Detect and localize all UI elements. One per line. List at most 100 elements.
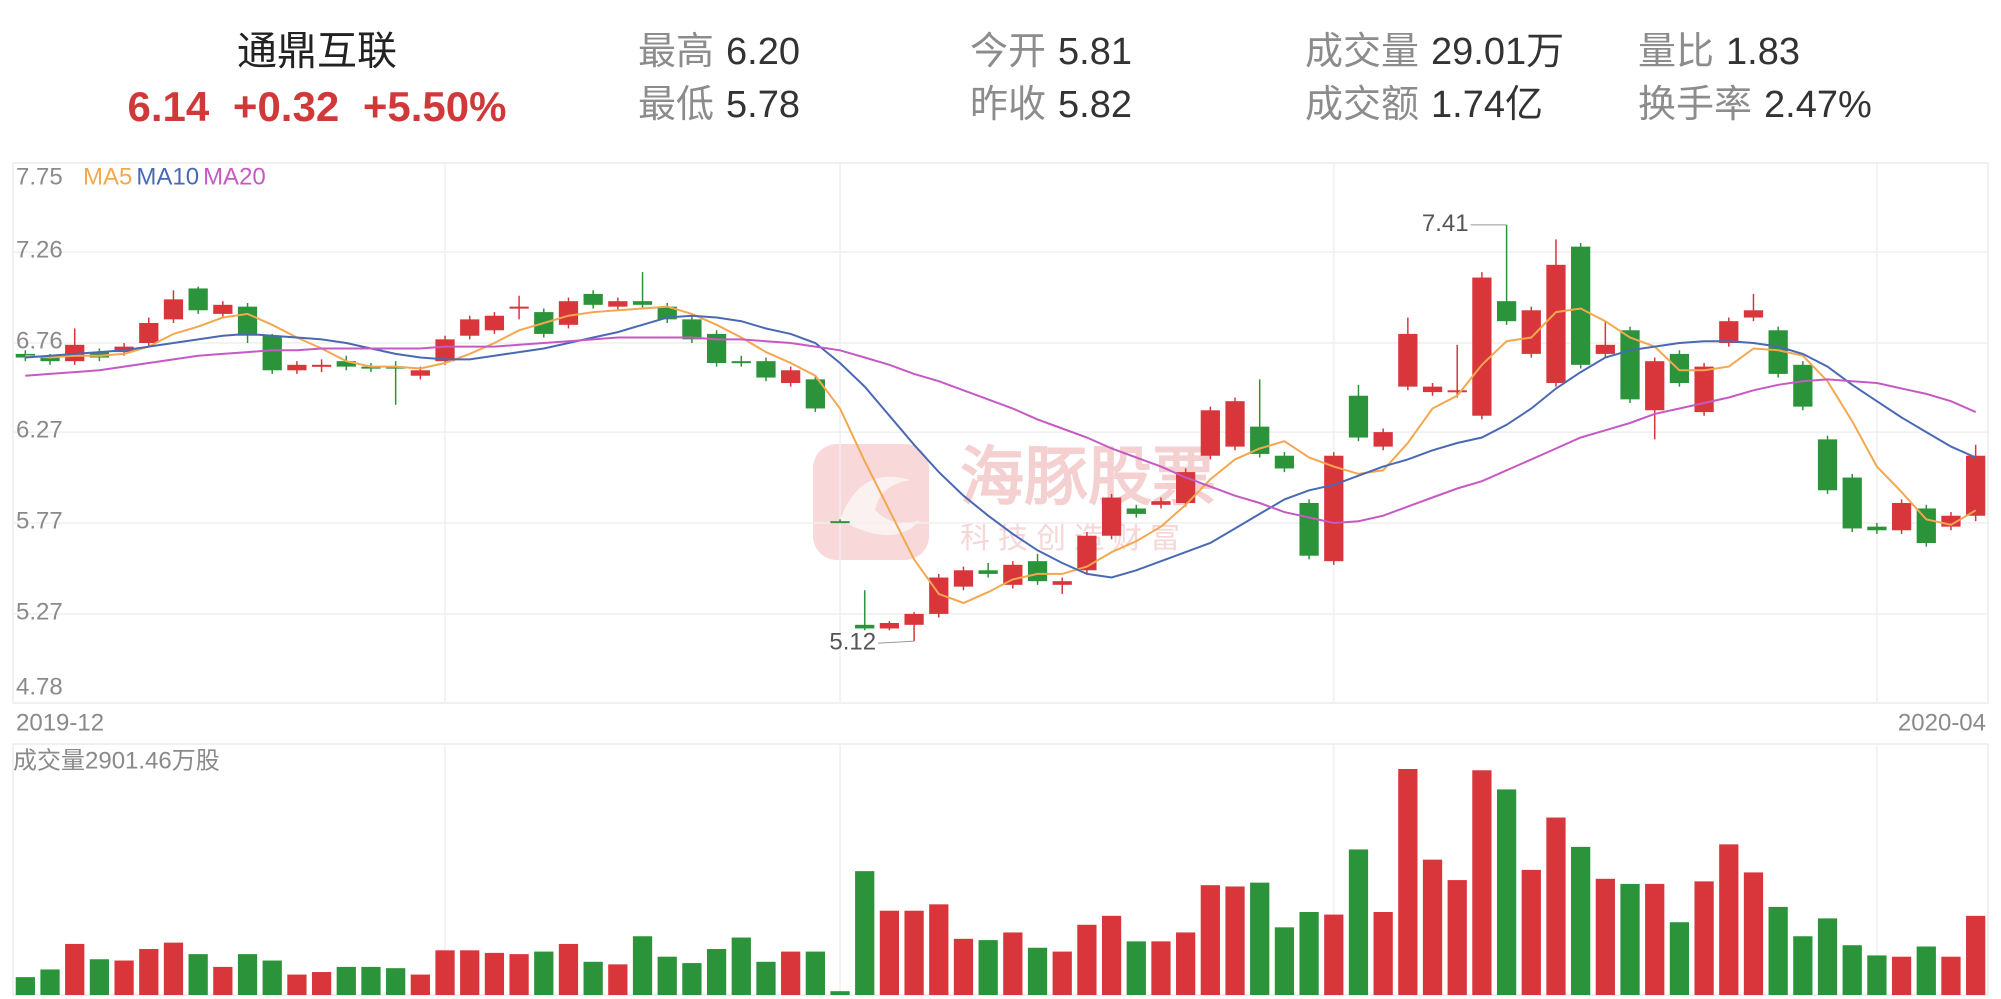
volume-bar — [830, 991, 850, 995]
volume-bar — [558, 943, 579, 995]
volume-bar — [484, 952, 505, 995]
stat-label: 成交额 — [1305, 84, 1419, 126]
volume-bar — [706, 949, 727, 995]
volume-bar — [15, 977, 35, 995]
candle-body — [1101, 497, 1122, 536]
candle-body — [1768, 330, 1788, 374]
candle-body — [1398, 333, 1418, 387]
candle-body — [1348, 395, 1369, 438]
stat: 成交额 1.74亿 — [1305, 84, 1543, 126]
volume-bar — [1348, 849, 1369, 995]
stat-value: 1.74亿 — [1431, 84, 1543, 126]
y-tick-label: 5.77 — [16, 507, 63, 534]
candle-body — [237, 306, 258, 336]
candle-body — [1447, 390, 1467, 393]
volume-bar — [1472, 770, 1492, 995]
volume-bar — [1595, 878, 1615, 995]
volume-bar — [262, 960, 282, 995]
stat-label: 昨收 — [970, 84, 1046, 126]
volume-bar — [1645, 883, 1665, 995]
volume-bar — [213, 966, 233, 995]
watermark-logo-fish — [840, 476, 920, 535]
moving-average-line — [25, 314, 1977, 579]
volume-bar — [1003, 932, 1023, 995]
candle-body — [1472, 277, 1492, 416]
volume-bar — [1101, 915, 1122, 995]
volume-bar — [386, 968, 406, 995]
candle-body — [978, 570, 998, 574]
volume-label: 成交量2901.46万股 — [13, 747, 220, 774]
candle-body — [756, 361, 776, 378]
volume-bar — [953, 938, 974, 995]
candle-body — [1027, 561, 1048, 582]
candle-body — [509, 306, 529, 309]
stat-label: 成交量 — [1305, 31, 1419, 73]
volume-bar — [287, 974, 307, 995]
stat: 最高 6.20 — [638, 31, 800, 73]
volume-bar — [336, 966, 356, 995]
stat-value: 5.78 — [726, 84, 800, 126]
candle-body — [287, 364, 307, 371]
volume-bar — [1250, 882, 1270, 995]
volume-bar — [1891, 956, 1912, 995]
volume-bar — [1447, 880, 1467, 995]
candle-body — [1743, 310, 1764, 318]
candle-body — [1867, 526, 1887, 531]
volume-bar — [583, 961, 603, 995]
stat-value: 1.83 — [1726, 31, 1800, 73]
volume-bar — [1422, 859, 1443, 995]
stat: 最低 5.78 — [638, 84, 800, 126]
volume-bar — [1867, 955, 1887, 995]
volume-bar — [1398, 768, 1418, 995]
volume-bar — [855, 871, 875, 995]
volume-bar — [1941, 956, 1961, 995]
volume-bar — [114, 960, 134, 995]
volume-bar — [435, 950, 455, 995]
y-tick-label: 6.27 — [16, 416, 63, 443]
volume-bar — [978, 940, 998, 995]
volume-bar — [89, 959, 110, 995]
volume-bar — [904, 910, 924, 995]
candle-body — [855, 624, 875, 629]
volume-bar — [1027, 947, 1048, 995]
price-change: +0.32 — [233, 83, 339, 130]
volume-bar — [1324, 914, 1344, 995]
volume-bar — [311, 972, 332, 995]
candle-body — [336, 361, 356, 367]
candle-body — [1817, 439, 1838, 491]
volume-bar — [65, 943, 85, 995]
candle-body — [805, 379, 825, 409]
candle-body — [1200, 410, 1220, 456]
moving-average-line — [25, 305, 1977, 605]
volume-bar — [1817, 918, 1838, 995]
volume-bar — [40, 969, 60, 995]
candle-body — [386, 366, 406, 369]
volume-bar — [1620, 883, 1640, 995]
candle-body — [1422, 386, 1443, 393]
volume-bar — [1694, 881, 1714, 995]
candle-body — [188, 288, 208, 311]
price-line: 6.14 +0.32 +5.50% — [128, 83, 507, 130]
y-tick-label: 6.76 — [16, 327, 63, 354]
volume-bar — [1151, 941, 1171, 995]
candle-body — [1842, 477, 1862, 529]
candle-body — [1941, 515, 1961, 527]
volume-bar — [1916, 946, 1936, 995]
volume-bar — [1200, 885, 1220, 995]
volume-bar — [1842, 945, 1862, 995]
labels: 7.75 7.26 6.76 6.27 5.77 5.27 4.78 MA5 MA10 MA20 2… — [13, 163, 1986, 774]
stat: 量比 1.83 — [1638, 31, 1800, 73]
candle-body — [361, 366, 381, 369]
candle-body — [706, 333, 727, 363]
legend-entry: MA5 — [83, 163, 132, 190]
stat-label: 换手率 — [1638, 84, 1752, 126]
stat: 今开 5.81 — [970, 31, 1132, 73]
volume-bar — [139, 949, 159, 995]
grid — [13, 162, 1988, 995]
volume-bar — [1299, 912, 1319, 995]
extreme-label: 5.12 — [829, 629, 876, 656]
candle-body — [781, 370, 801, 383]
candle-body — [1719, 321, 1739, 343]
